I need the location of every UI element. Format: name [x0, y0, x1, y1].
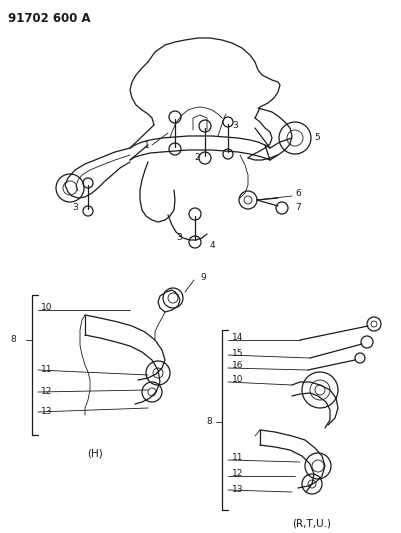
- Text: 5: 5: [313, 133, 319, 142]
- Text: 3: 3: [231, 122, 237, 131]
- Text: 3: 3: [72, 203, 78, 212]
- Text: 7: 7: [294, 204, 300, 213]
- Text: 9: 9: [200, 273, 205, 282]
- Text: 10: 10: [41, 303, 53, 312]
- Text: 4: 4: [209, 240, 215, 249]
- Text: 12: 12: [41, 387, 52, 397]
- Text: (R,T,U.): (R,T,U.): [292, 518, 331, 528]
- Text: 6: 6: [294, 190, 300, 198]
- Text: 16: 16: [231, 361, 243, 370]
- Text: 11: 11: [231, 454, 243, 463]
- Text: 11: 11: [41, 366, 53, 375]
- Text: 13: 13: [231, 486, 243, 495]
- Text: 2: 2: [194, 154, 200, 163]
- Text: 12: 12: [231, 470, 243, 479]
- Text: (H): (H): [87, 448, 103, 458]
- Text: 10: 10: [231, 376, 243, 384]
- Text: 3: 3: [176, 233, 182, 243]
- Text: 8: 8: [206, 417, 211, 426]
- Text: 14: 14: [231, 334, 243, 343]
- Text: 8: 8: [10, 335, 16, 344]
- Text: 15: 15: [231, 349, 243, 358]
- Text: 91702 600 A: 91702 600 A: [8, 12, 90, 25]
- Text: 1: 1: [144, 141, 150, 149]
- Text: 13: 13: [41, 408, 53, 416]
